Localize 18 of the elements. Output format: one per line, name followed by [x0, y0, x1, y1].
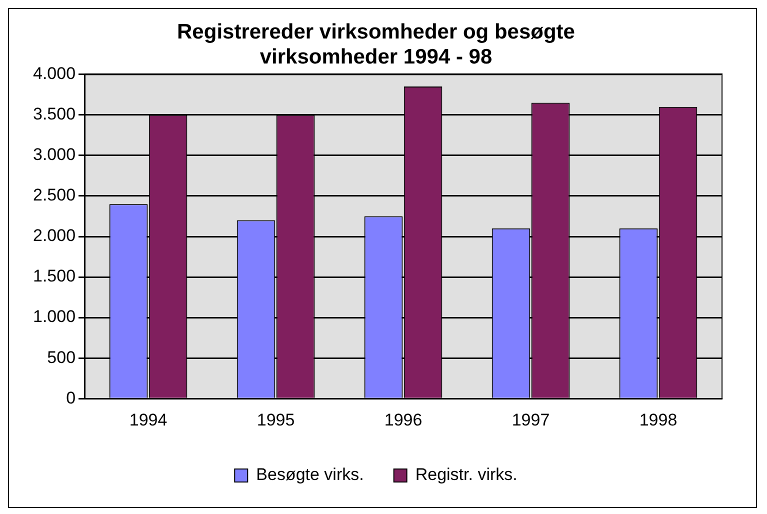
y-tick-label: 3.000 [32, 145, 76, 164]
x-tick-label: 1994 [129, 410, 168, 430]
y-tick-label: 2.000 [32, 226, 76, 246]
x-tick-label: 1997 [512, 410, 550, 430]
legend-label: Registr. virks. [415, 465, 518, 484]
text: virksomheder 1994 - 98 [260, 46, 492, 69]
x-tick-label: 1996 [384, 410, 422, 430]
y-tick-label: 4.000 [32, 64, 76, 84]
y-tick-label: 500 [47, 348, 76, 367]
y-tick-label: 1.500 [32, 266, 76, 286]
legend-label: Besøgte virks. [256, 465, 364, 484]
y-tick-label: 2.500 [32, 186, 76, 205]
y-tick-label: 0 [66, 388, 76, 408]
y-tick-label: 3.500 [32, 104, 76, 124]
y-tick-label: 1.000 [32, 307, 76, 326]
x-tick-label: 1995 [256, 410, 295, 430]
text: Registrereder virksomheder og besøgte [177, 20, 575, 44]
x-tick-label: 1998 [639, 410, 678, 430]
